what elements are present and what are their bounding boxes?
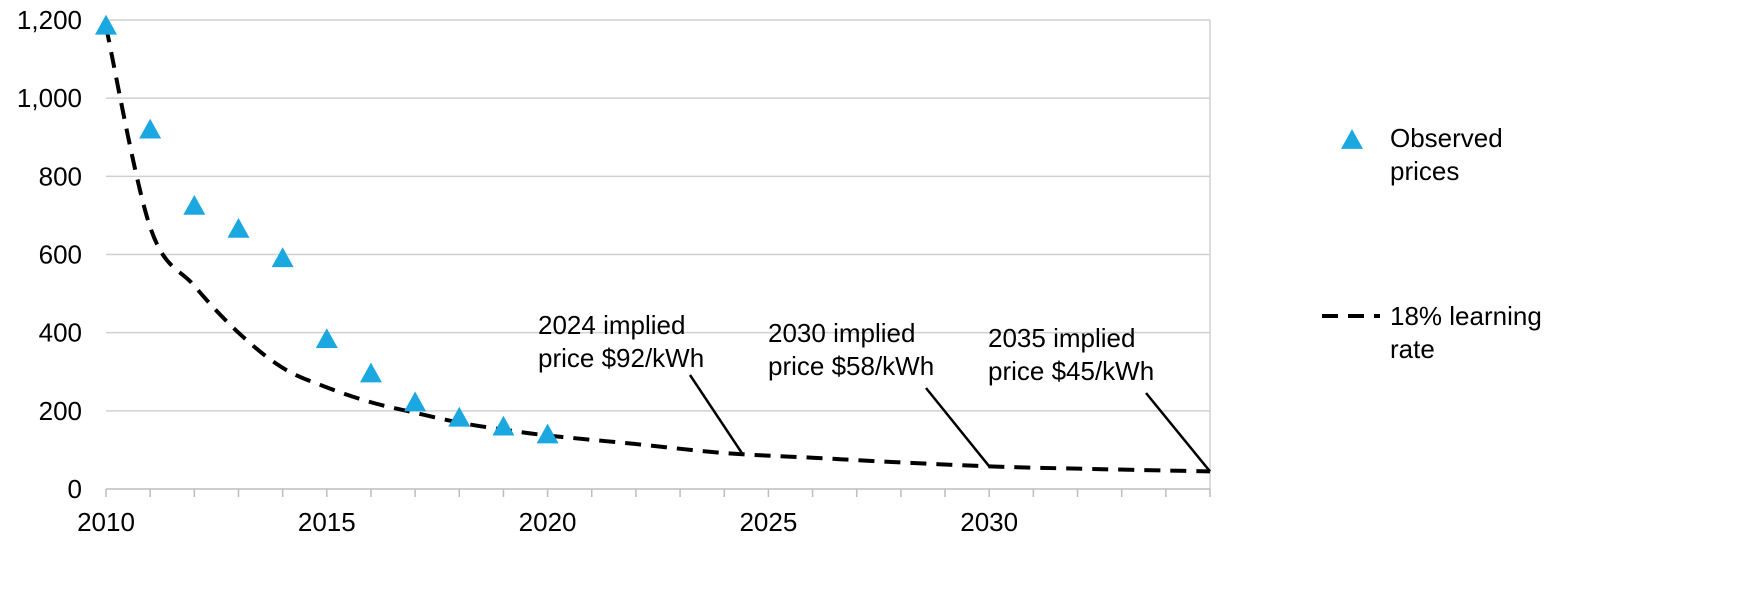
annotation-text: price $92/kWh [538,343,704,373]
annotation-text: price $58/kWh [768,351,934,381]
legend-marker-observed [1341,129,1363,149]
y-tick-label: 0 [68,474,82,504]
observed-price-marker [95,14,117,35]
legend-label-observed: prices [1390,156,1459,186]
observed-price-marker [183,194,206,215]
observed-price-marker [359,362,382,383]
annotation-leader-line [1145,392,1211,473]
x-tick-label: 2030 [960,507,1018,537]
x-tick-label: 2015 [298,507,356,537]
annotation-text: price $45/kWh [988,356,1154,386]
y-tick-label: 600 [39,240,82,270]
observed-price-marker [448,406,471,427]
y-tick-label: 1,200 [17,5,82,35]
annotation-leader-line [925,387,991,468]
observed-price-marker [536,423,559,444]
y-tick-label: 1,000 [17,83,82,113]
x-tick-label: 2025 [739,507,797,537]
observed-price-marker [227,217,250,238]
observed-price-marker [315,328,338,349]
annotation-text: 2035 implied [988,323,1135,353]
learning-rate-curve [104,26,1211,474]
annotation-text: 2030 implied [768,318,915,348]
annotation-leader-line [688,374,743,454]
y-tick-label: 400 [39,318,82,348]
x-tick-label: 2010 [77,507,135,537]
observed-price-marker [404,391,427,412]
x-tick-label: 2020 [519,507,577,537]
legend-label-learning-rate: 18% learning [1390,301,1542,331]
legend-label-observed: Observed [1390,123,1503,153]
x-axis-ticks [105,489,1211,497]
annotation-text: 2024 implied [538,310,685,340]
gridlines [106,19,1210,412]
legend-label-learning-rate: rate [1390,334,1435,364]
y-tick-label: 800 [39,161,82,191]
observed-price-marker [139,118,162,139]
observed-price-marker [271,247,294,268]
observed-price-marker [492,415,515,436]
y-tick-label: 200 [39,396,82,426]
